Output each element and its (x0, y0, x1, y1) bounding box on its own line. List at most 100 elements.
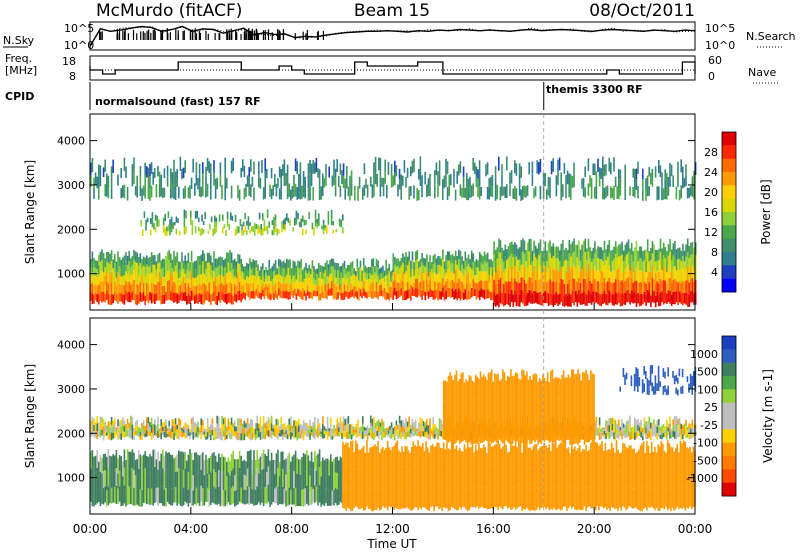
heat-cell (470, 467, 472, 488)
heat-cell (400, 174, 402, 188)
heat-cell (192, 460, 194, 476)
heat-cell (247, 216, 250, 223)
heat-cell (176, 293, 178, 304)
heat-cell (649, 471, 651, 490)
heat-cell (165, 282, 167, 292)
heat-cell (582, 253, 585, 267)
heat-cell (326, 268, 328, 276)
heat-cell (146, 282, 148, 292)
heat-cell (324, 291, 327, 299)
heat-cell (266, 292, 269, 299)
heat-cell (318, 423, 321, 428)
heat-cell (241, 278, 243, 286)
heat-cell (238, 281, 241, 291)
heat-cell (661, 172, 663, 187)
heat-cell (362, 431, 364, 439)
heat-cell (573, 292, 575, 306)
heat-cell (351, 464, 354, 488)
heat-cell (91, 487, 94, 507)
heat-cell (145, 225, 147, 231)
heat-cell (499, 240, 502, 253)
beam-title: Beam 15 (354, 1, 430, 21)
heat-cell (597, 292, 599, 305)
heat-cell (202, 425, 204, 431)
heat-cell (134, 262, 137, 273)
heat-cell (146, 472, 148, 489)
heat-cell (298, 282, 301, 290)
heat-cell (642, 179, 644, 191)
heat-cell (205, 166, 207, 178)
heat-cell (587, 183, 590, 196)
heat-cell (194, 269, 196, 279)
heat-cell (205, 470, 207, 487)
heat-cell (131, 431, 134, 440)
heat-cell (379, 422, 382, 427)
heat-cell (328, 475, 330, 491)
heat-cell (362, 273, 365, 281)
heat-cell (463, 444, 466, 466)
heat-cell (263, 275, 266, 282)
heat-cell (240, 167, 242, 178)
heat-cell (299, 433, 302, 439)
heat-cell (246, 282, 248, 290)
heat-cell (253, 487, 255, 506)
heat-cell (570, 464, 573, 487)
heat-cell (475, 291, 478, 300)
heat-cell (133, 289, 135, 300)
heat-cell (435, 427, 438, 431)
heat-cell (637, 293, 639, 304)
heat-cell (568, 293, 571, 307)
heat-cell (141, 423, 143, 429)
heat-cell (498, 485, 501, 507)
heat-cell (332, 283, 335, 291)
heat-cell (624, 256, 627, 269)
heat-cell (365, 433, 367, 437)
heat-cell (107, 293, 110, 305)
heat-cell (219, 435, 222, 440)
heat-cell (373, 173, 375, 186)
heat-cell (629, 423, 631, 432)
heat-cell (333, 459, 335, 475)
heat-cell (653, 291, 655, 303)
heat-cell (99, 165, 102, 176)
heat-cell (398, 268, 401, 276)
heat-cell (627, 252, 630, 265)
heat-cell (178, 425, 180, 433)
heat-cell (634, 489, 637, 508)
heat-cell (236, 225, 238, 234)
heat-cell (671, 467, 674, 488)
heat-cell (98, 427, 100, 432)
heat-cell (593, 463, 595, 486)
heat-cell (513, 466, 515, 487)
heat-cell (235, 261, 238, 270)
heat-cell (419, 430, 422, 438)
heat-cell (154, 485, 156, 503)
heat-cell (93, 188, 95, 199)
heat-cell (238, 451, 241, 468)
heat-cell (442, 179, 444, 190)
heat-cell (540, 446, 543, 467)
heat-cell (112, 486, 114, 503)
heat-cell (646, 264, 649, 278)
heat-cell (215, 217, 218, 223)
heat-cell (547, 186, 550, 196)
heat-cell (434, 170, 436, 185)
heat-cell (672, 431, 674, 437)
heat-cell (651, 277, 654, 290)
heat-cell (112, 470, 114, 487)
heat-cell (606, 293, 609, 306)
heat-cell (242, 279, 245, 286)
heat-cell (144, 286, 146, 296)
heat-cell (366, 292, 368, 299)
heat-cell (385, 467, 387, 488)
heat-cell (168, 260, 170, 271)
heat-cell (163, 294, 166, 304)
heat-cell (354, 440, 357, 463)
heat-cell (470, 278, 473, 288)
heat-cell (438, 487, 440, 510)
heat-cell (128, 261, 130, 272)
heat-cell (318, 179, 321, 190)
heat-cell (320, 476, 322, 492)
heat-cell (502, 488, 504, 510)
heat-cell (298, 475, 300, 491)
